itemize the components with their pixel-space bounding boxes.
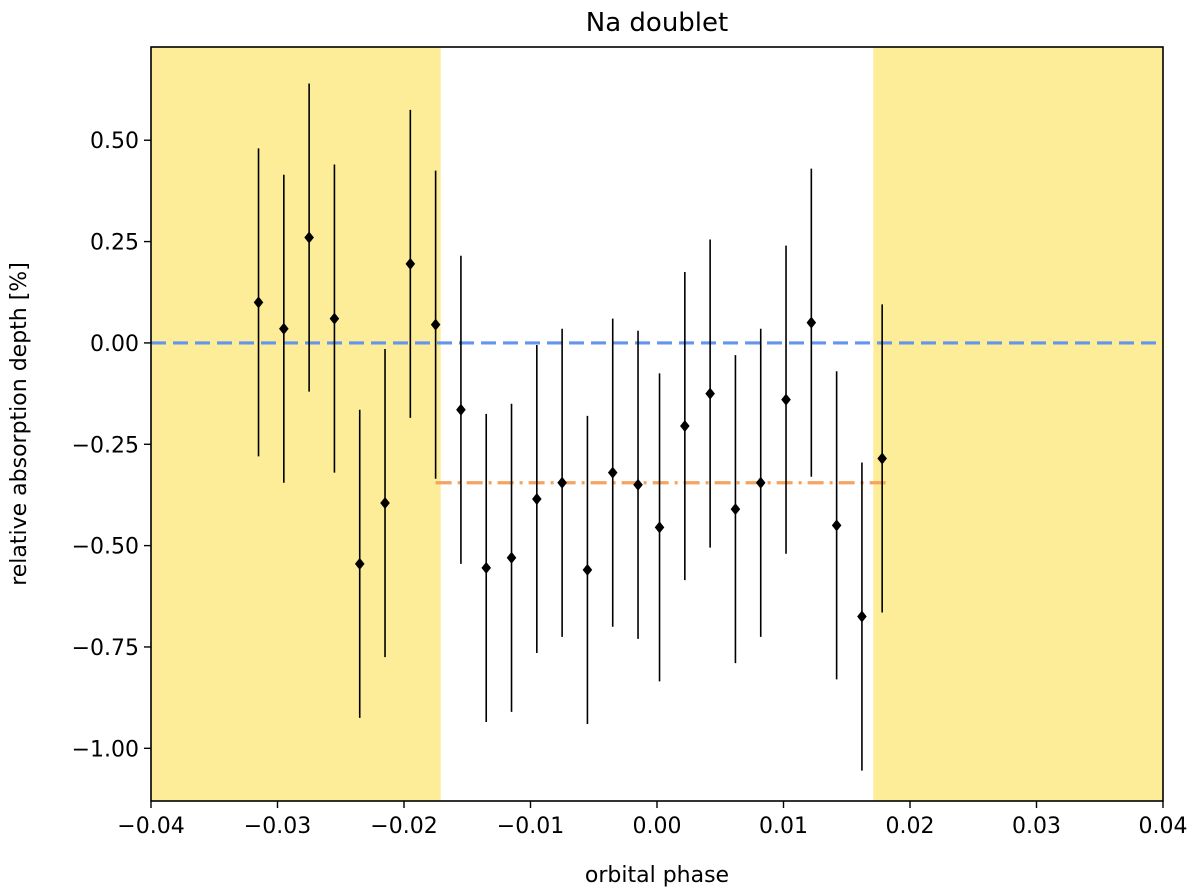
data-point-2: [304, 231, 314, 244]
x-tick-label: −0.03: [244, 814, 311, 839]
y-tick-label: −0.75: [72, 636, 139, 661]
y-tick-label: −0.25: [72, 433, 139, 458]
x-tick-label: 0.03: [1012, 814, 1061, 839]
data-point-16: [654, 521, 665, 534]
y-tick-label: 0.25: [90, 231, 139, 256]
shaded-regions: [151, 47, 1163, 801]
data-point-18: [705, 387, 715, 400]
shaded-region-1: [873, 47, 1163, 801]
x-axis-ticks: −0.04 −0.03 −0.02 −0.01 0.00 0.01 0.02 0.03 0.04: [117, 801, 1187, 839]
x-tick-label: 0.01: [759, 814, 808, 839]
y-tick-label: 0.50: [90, 129, 139, 154]
data-point-11: [532, 492, 542, 505]
data-point-10: [506, 551, 517, 564]
shaded-region-0: [151, 47, 441, 801]
data-points: [253, 231, 887, 623]
data-point-25: [877, 452, 887, 465]
y-axis-ticks: 0.50 0.25 0.00 −0.25 −0.50 −0.75 −1.00: [72, 129, 151, 762]
data-point-3: [329, 312, 340, 325]
x-tick-label: 0.04: [1139, 814, 1188, 839]
data-point-23: [831, 519, 842, 532]
y-tick-label: 0.00: [90, 332, 139, 357]
x-tick-label: 0.00: [633, 814, 682, 839]
data-point-6: [405, 257, 416, 270]
data-point-4: [354, 557, 365, 570]
data-point-17: [680, 420, 690, 433]
x-tick-label: −0.02: [370, 814, 437, 839]
y-axis-label: relative absorption depth [%]: [7, 262, 32, 586]
y-tick-label: −1.00: [72, 737, 139, 762]
data-point-14: [607, 466, 618, 479]
x-tick-label: 0.02: [886, 814, 935, 839]
y-tick-label: −0.50: [72, 535, 139, 560]
data-point-13: [582, 563, 593, 576]
data-point-20: [755, 476, 766, 489]
data-point-21: [781, 393, 791, 406]
data-point-0: [253, 296, 264, 309]
x-axis-label: orbital phase: [585, 863, 729, 888]
data-point-9: [481, 561, 492, 574]
data-point-12: [557, 476, 567, 489]
data-point-8: [456, 403, 466, 416]
x-tick-label: −0.01: [497, 814, 564, 839]
x-tick-label: −0.04: [117, 814, 184, 839]
data-point-1: [279, 322, 289, 335]
data-point-24: [857, 610, 867, 623]
data-point-22: [806, 316, 817, 329]
chart-title: Na doublet: [586, 8, 728, 38]
data-point-5: [380, 497, 390, 510]
data-point-7: [430, 318, 441, 331]
data-point-15: [633, 478, 643, 491]
data-point-19: [730, 503, 741, 516]
